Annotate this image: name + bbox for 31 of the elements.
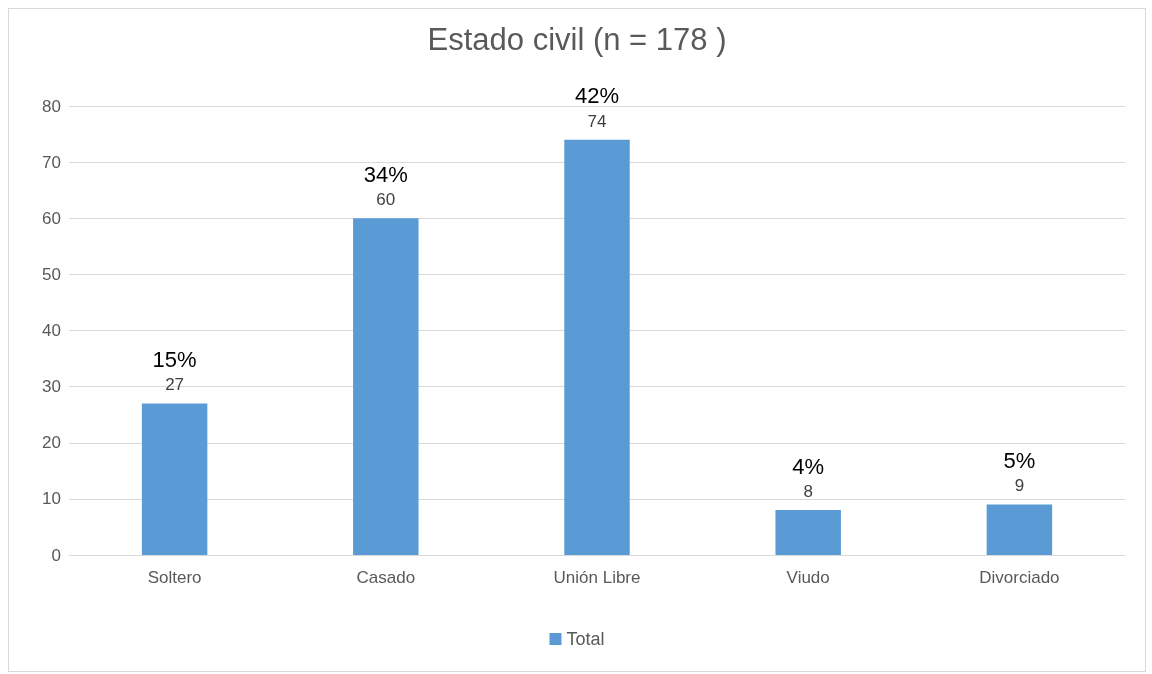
bar (141, 403, 208, 555)
annotation: 15% (152, 346, 197, 372)
y-tick-label: 20 (42, 433, 61, 453)
x-tick-label: Soltero (147, 568, 202, 587)
bar (353, 218, 419, 555)
y-tick-label: 10 (42, 489, 61, 509)
y-tick-label: 30 (42, 377, 61, 397)
x-tick-label: Divorciado (979, 568, 1060, 587)
bar (775, 510, 841, 555)
y-tick-label: 40 (42, 321, 61, 340)
data-label: 9 (1014, 476, 1025, 496)
data-label: 27 (165, 375, 185, 395)
x-tick-label: Casado (356, 568, 416, 587)
bar (986, 504, 1053, 555)
data-label: 74 (587, 111, 607, 131)
data-label: 60 (376, 190, 396, 210)
legend-label: Total (566, 629, 605, 649)
x-tick-label: Viudo (786, 568, 830, 587)
annotation: 5% (1003, 447, 1036, 473)
annotation: 34% (363, 161, 408, 187)
y-tick-label: 0 (51, 545, 61, 565)
annotation: 42% (574, 83, 620, 109)
y-tick-label: 80 (42, 96, 61, 116)
y-tick-label: 60 (42, 208, 61, 228)
annotation: 4% (792, 453, 825, 479)
bar (564, 139, 630, 555)
x-tick-label: Unión Libre (553, 568, 641, 587)
chart-title: Estado civil (n = 178 ) (427, 22, 727, 57)
data-label: 8 (803, 482, 813, 502)
y-tick-label: 50 (42, 264, 61, 284)
y-tick-label: 70 (42, 152, 61, 172)
